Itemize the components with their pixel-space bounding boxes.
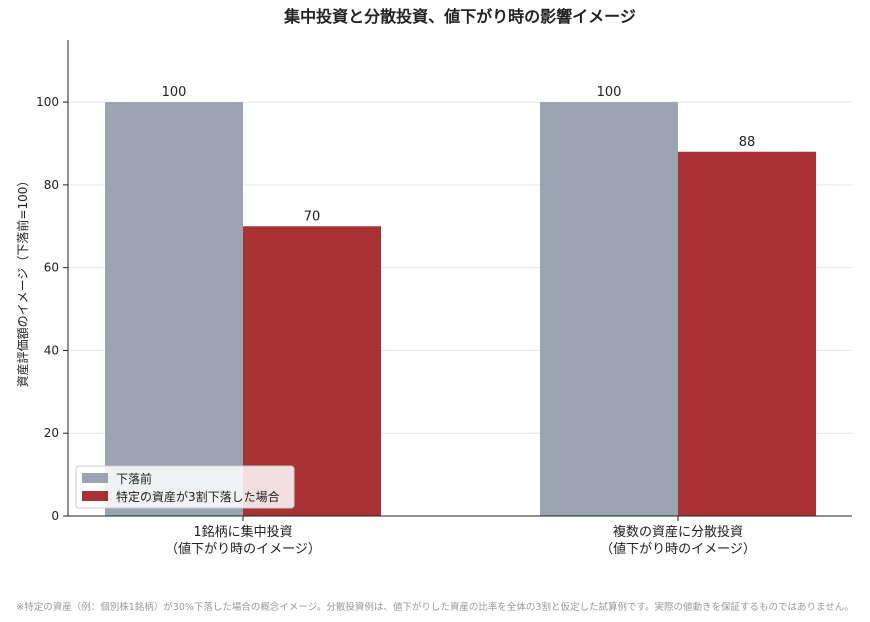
- y-tick-label: 100: [36, 95, 59, 109]
- bar: [105, 102, 243, 516]
- data-label: 100: [162, 85, 187, 100]
- legend-swatch: [82, 491, 108, 501]
- y-tick-label: 40: [44, 343, 59, 357]
- axes: 0 20 40 60 80 100: [36, 40, 852, 523]
- x-tick-label: （値下がり時のイメージ）: [165, 541, 321, 557]
- data-label: 88: [739, 135, 756, 150]
- x-tick-label: 複数の資産に分散投資: [613, 524, 743, 540]
- data-label: 100: [597, 85, 622, 100]
- y-axis-label: 資産評価額のイメージ（下落前=100）: [15, 175, 30, 388]
- chart-title: 集中投資と分散投資、値下がり時の影響イメージ: [283, 7, 636, 26]
- footnote: ※特定の資産（例：個別株1銘柄）が30%下落した場合の概念イメージ。分散投資例は…: [16, 601, 853, 613]
- y-tick-label: 0: [51, 509, 59, 523]
- legend-entry: 下落前: [116, 471, 152, 486]
- x-tick-label: （値下がり時のイメージ）: [600, 541, 756, 557]
- x-tick-label: 1銘柄に集中投資: [193, 524, 292, 540]
- legend-box: [75, 465, 295, 509]
- bar: [540, 102, 678, 516]
- bars: [105, 102, 816, 516]
- bar: [678, 151, 816, 516]
- y-tick-label: 80: [44, 178, 59, 192]
- data-label: 70: [304, 209, 321, 224]
- y-tick-label: 60: [44, 261, 59, 275]
- legend-entry: 特定の資産が3割下落した場合: [116, 489, 280, 504]
- labels: 100 10070881銘柄に集中投資（値下がり時のイメージ）複数の資産に分散投資…: [162, 85, 756, 557]
- legend-swatch: [82, 473, 108, 483]
- y-tick-label: 20: [44, 426, 59, 440]
